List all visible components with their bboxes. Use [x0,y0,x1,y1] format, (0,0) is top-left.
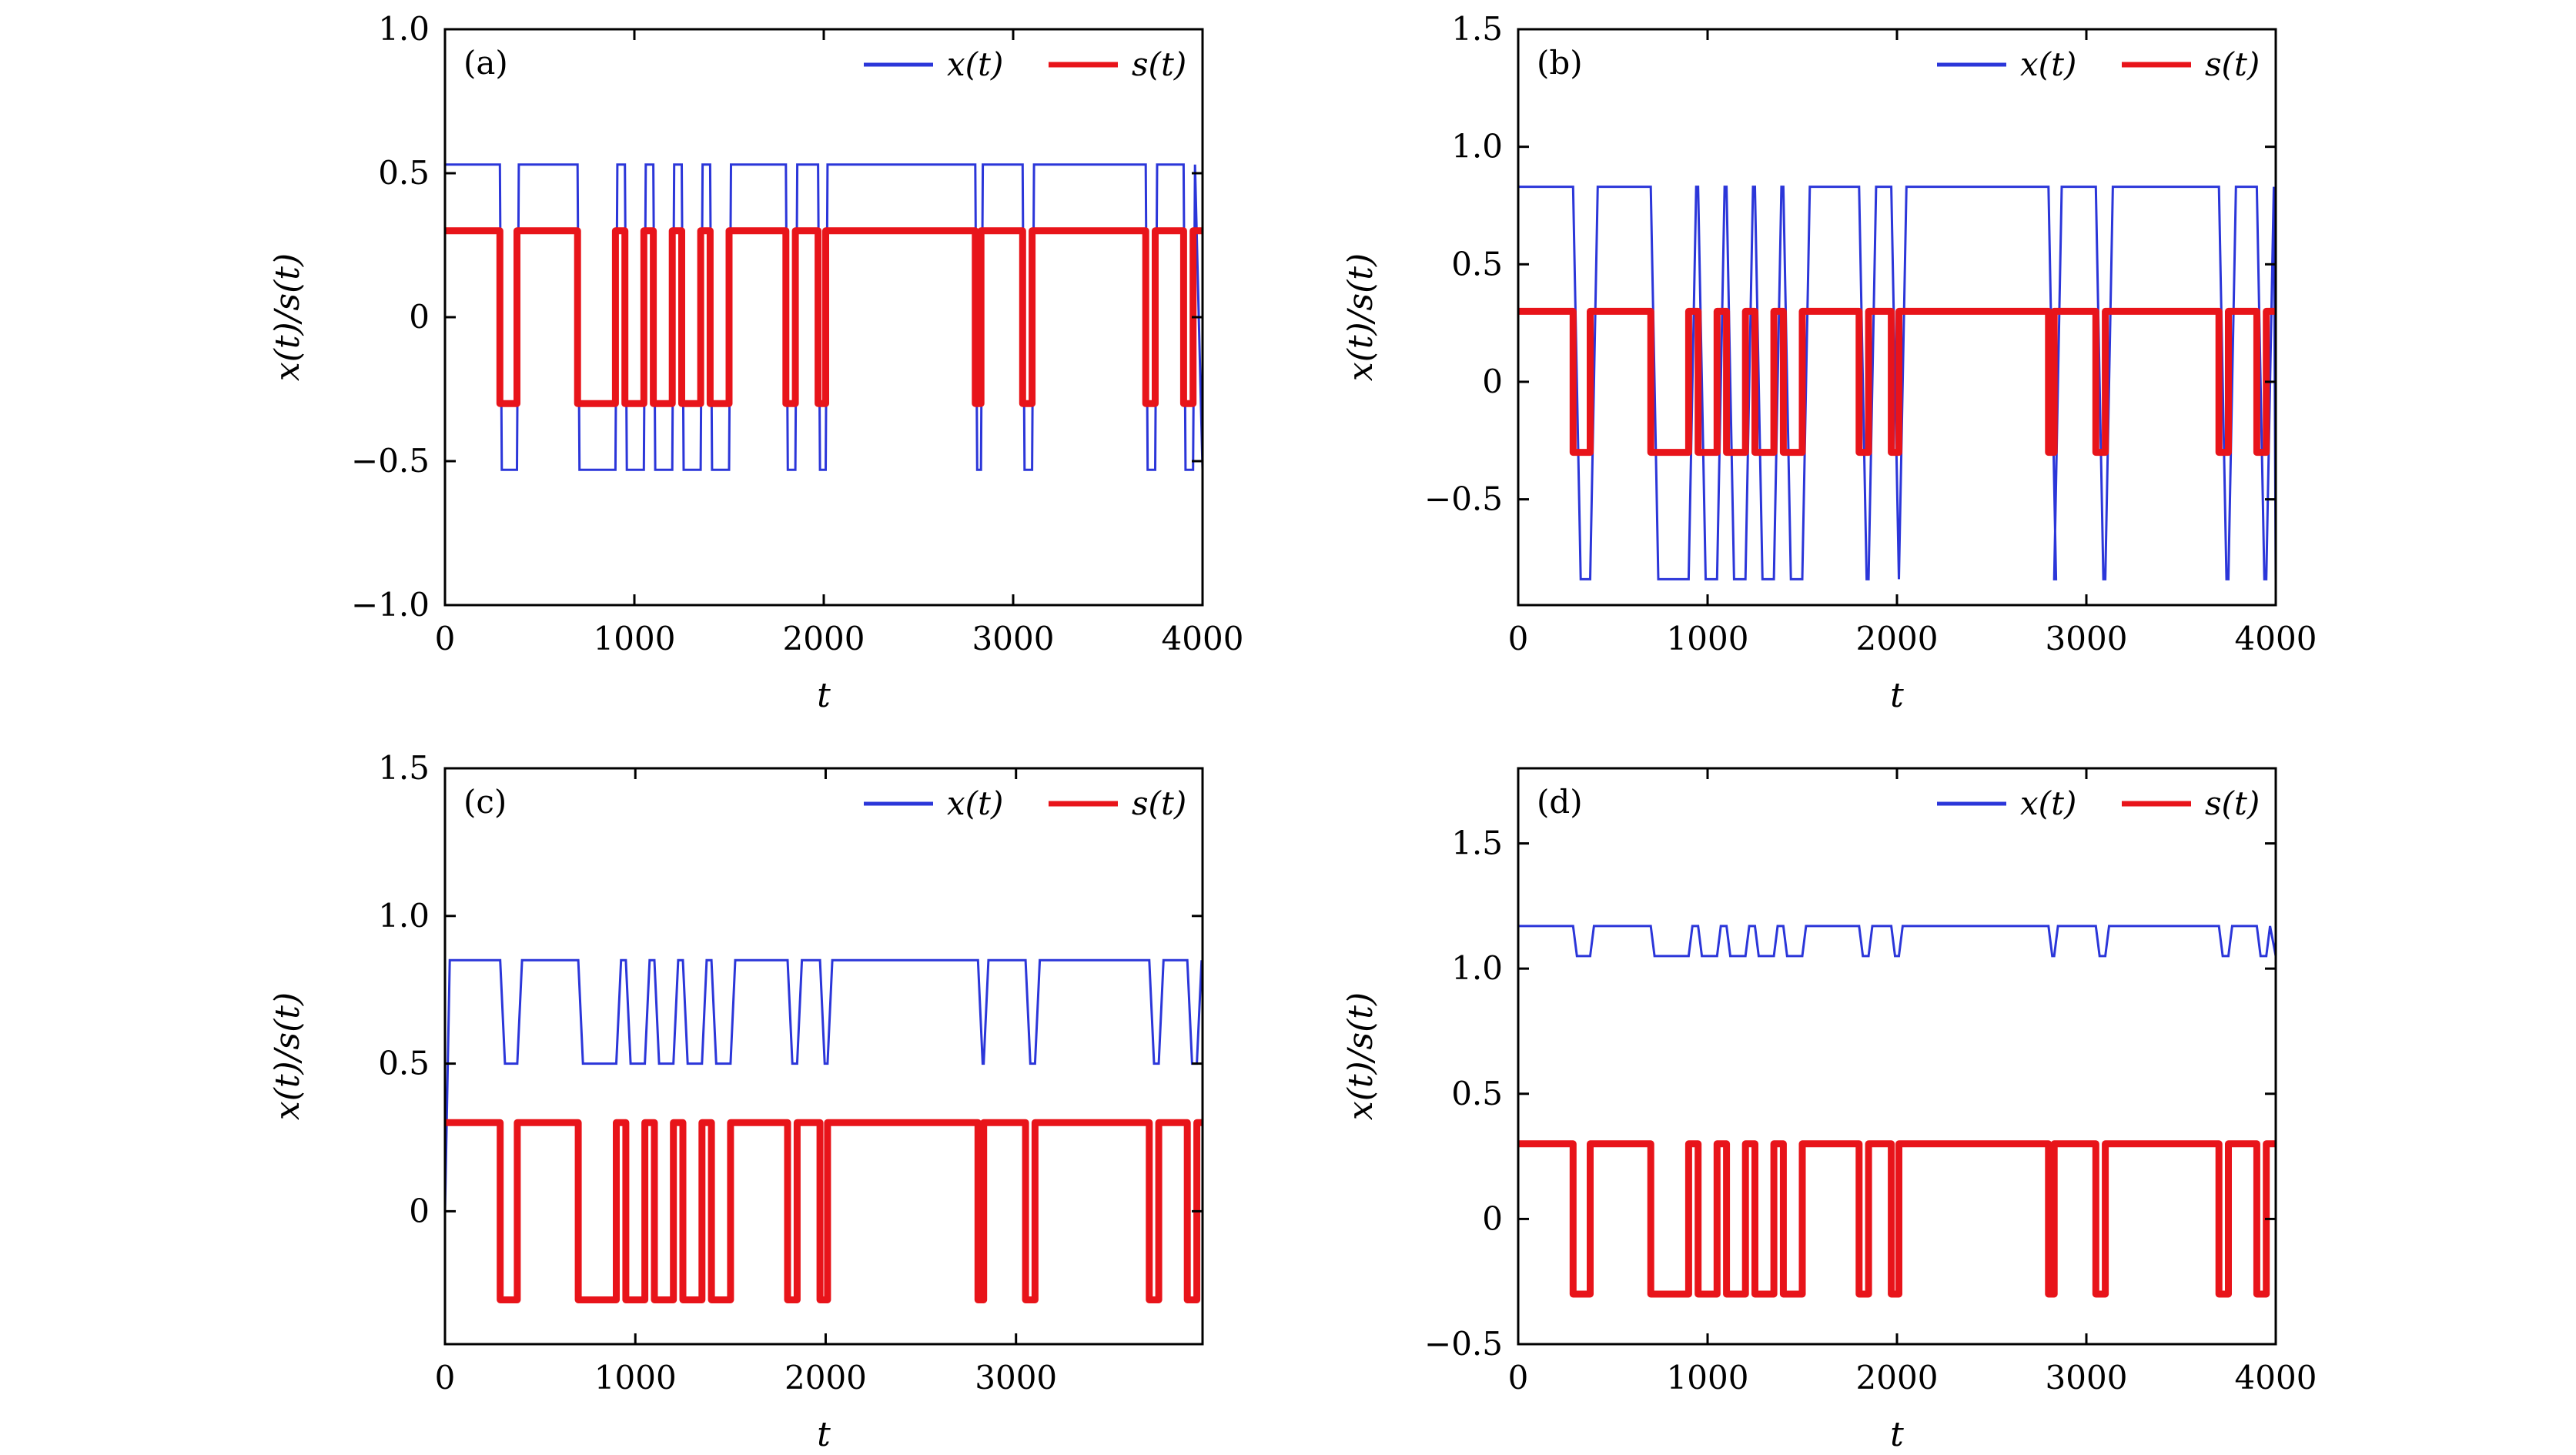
y-tick-label: −0.5 [1424,1325,1503,1363]
y-tick-label: 0.5 [378,154,430,192]
x-tick-label: 2000 [1856,1359,1939,1396]
x-axis-label: t [817,676,831,715]
y-tick-label: −0.5 [351,442,430,480]
legend-label-x: x(t) [2020,784,2076,822]
plot-area [1518,186,2276,580]
x-tick-label: 4000 [1162,620,1244,657]
y-tick-label: 0 [409,1192,430,1229]
legend-label-s: s(t) [2205,784,2260,822]
y-axis-label: x(t)/s(t) [268,992,307,1120]
axes-frame [443,767,1204,1346]
x-axis-label: t [1890,1415,1904,1454]
legend-label-x: x(t) [947,784,1003,822]
series-line-s [1518,307,2276,457]
series-line-s [1518,1140,2276,1298]
chart-panel-3: 0 1000 2000 3000 0 0.5 1.0 1.5 t x(t)/s(t) (c) x(t)… [268,749,1204,1454]
x-tick-label: 0 [435,620,456,657]
legend-label-s: s(t) [1132,45,1186,83]
y-tick-label: −1.0 [351,586,430,624]
y-tick-label: 1.5 [378,749,430,787]
series-line-x [445,958,1203,1212]
x-tick-label: 0 [1508,620,1529,657]
x-tick-label: 1000 [594,620,676,657]
x-tick-label: 0 [435,1359,456,1396]
x-tick-label: 1000 [594,1359,677,1396]
legend-label-x: x(t) [947,45,1003,83]
plot-area [445,958,1203,1303]
y-tick-label: 1.5 [1451,10,1503,48]
y-axis-label: x(t)/s(t) [268,253,307,381]
legend-label-x: x(t) [2020,45,2076,83]
series-line-s [445,1119,1203,1303]
x-tick-label: 2000 [1856,620,1939,657]
y-tick-label: 0 [1482,363,1503,400]
y-axis-label: x(t)/s(t) [1341,992,1380,1120]
panel-label: (c) [463,783,507,821]
series-line-s [445,227,1203,407]
y-tick-label: 1.0 [378,897,430,935]
x-tick-label: 2000 [785,1359,867,1396]
plot-area [445,163,1203,471]
x-axis-label: t [1890,676,1904,715]
x-tick-label: 1000 [1667,620,1749,657]
chart-panel-1: 0 1000 2000 3000 4000 −1.0 −0.5 0 0.5 1.0 t x(t)/s(… [268,10,1243,715]
y-tick-label: 1.0 [1451,128,1503,166]
y-tick-label: 1.5 [1451,824,1503,862]
legend-label-s: s(t) [2205,45,2260,83]
y-tick-label: 1.0 [378,10,430,48]
plot-area [1518,925,2276,1298]
y-tick-label: 1.0 [1451,949,1503,987]
x-tick-label: 4000 [2235,1359,2317,1396]
y-tick-label: 0.5 [378,1045,430,1082]
x-tick-label: 2000 [783,620,865,657]
y-tick-label: −0.5 [1424,480,1503,518]
panel-label: (a) [463,44,508,82]
legend-label-s: s(t) [1132,784,1186,822]
x-tick-label: 3000 [975,1359,1057,1396]
panel-label: (d) [1537,783,1583,821]
y-axis-label: x(t)/s(t) [1341,253,1380,381]
y-tick-label: 0.5 [1451,1075,1503,1112]
series-line-x [1518,186,2276,580]
x-tick-label: 3000 [2046,1359,2128,1396]
series-line-x [1518,925,2276,958]
y-tick-label: 0.5 [1451,245,1503,283]
x-tick-label: 0 [1508,1359,1529,1396]
x-tick-label: 3000 [2046,620,2128,657]
x-tick-label: 3000 [972,620,1055,657]
y-tick-label: 0 [409,298,430,336]
chart-panel-2: 0 1000 2000 3000 4000 −0.5 0 0.5 1.0 1.5 t x(t)/s(t… [1341,10,2317,715]
chart-panel-4: 0 1000 2000 3000 4000−0.500.51.01.5tx(t)/s(t… [1341,767,2317,1454]
x-axis-label: t [817,1415,831,1454]
panel-label: (b) [1537,44,1583,82]
x-tick-label: 1000 [1667,1359,1749,1396]
y-tick-label: 0 [1482,1199,1503,1237]
x-tick-label: 4000 [2235,620,2317,657]
